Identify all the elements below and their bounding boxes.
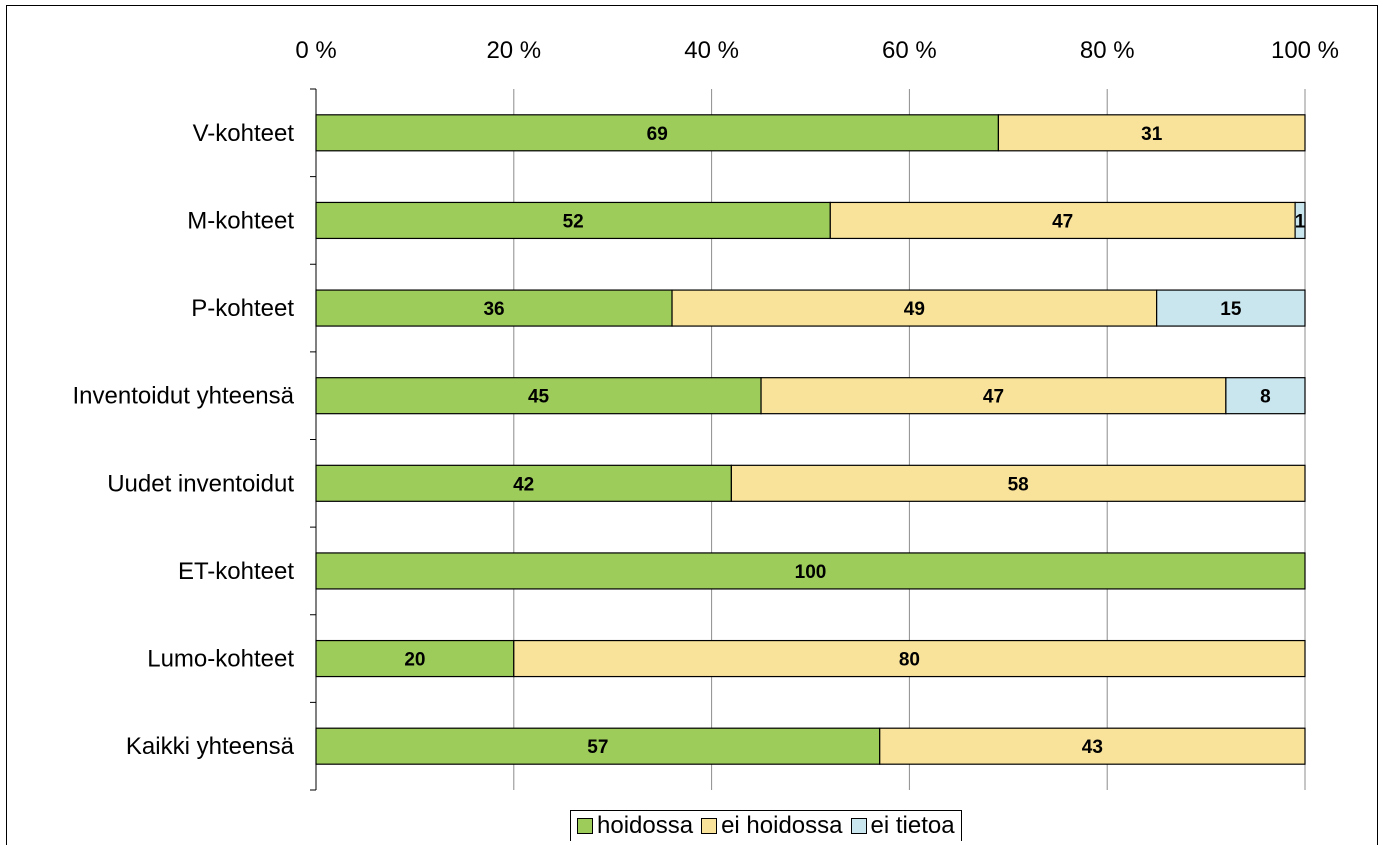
category-label: ET-kohteet [178, 558, 294, 585]
legend-item-hoidossa: hoidossa [577, 812, 693, 840]
x-tick-label: 0 % [295, 37, 336, 64]
bar-segment [315, 289, 673, 327]
bar-segment [513, 639, 1306, 678]
bar-segment [315, 639, 515, 678]
data-label: 1 [1295, 211, 1306, 232]
legend-label: ei hoidossa [721, 812, 843, 839]
bar-segment [671, 289, 1158, 327]
data-label: 42 [513, 474, 534, 495]
gridlines [310, 88, 1306, 791]
bar-segment [1294, 201, 1306, 240]
x-tick-label: 100 % [1271, 37, 1339, 64]
category-label: P-kohteet [191, 295, 294, 322]
category-label: Uudet inventoidut [107, 470, 294, 497]
data-label: 69 [647, 124, 668, 145]
legend-swatch [577, 818, 593, 834]
bar-segment [315, 552, 1306, 590]
data-labels: 69 31 52 47 1 36 49 15 45 47 8 42 58 100 20 80 57 43 [404, 124, 1305, 758]
category-label: Kaikki yhteensä [126, 733, 295, 760]
data-label: 8 [1260, 387, 1271, 408]
legend-swatch [850, 818, 867, 834]
data-label: 49 [904, 299, 925, 320]
bar-segment [1156, 289, 1306, 327]
data-label: 58 [1008, 474, 1029, 495]
data-label: 47 [1052, 211, 1073, 232]
data-label: 45 [528, 387, 550, 408]
x-tick-label: 40 % [684, 37, 739, 64]
bar-segment [315, 201, 831, 240]
legend-label: ei tietoa [870, 812, 955, 839]
data-label: 20 [404, 650, 425, 671]
category-labels: V-kohteet M-kohteet P-kohteet Inventoidut y… [73, 120, 295, 760]
category-label: M-kohteet [187, 207, 294, 234]
bar-segment [879, 727, 1306, 765]
category-label: Inventoidut yhteensä [73, 383, 295, 410]
x-tick-label: 60 % [882, 37, 937, 64]
x-tick-label: 20 % [486, 37, 541, 64]
x-axis-ticks: 0 % 20 % 40 % 60 % 80 % 100 % [295, 37, 1339, 64]
bar-segment [315, 377, 762, 415]
data-label: 52 [563, 211, 584, 232]
bar-segment [730, 464, 1306, 502]
category-label: Lumo-kohteet [147, 646, 294, 673]
data-label: 100 [795, 562, 827, 583]
bar-segment [315, 114, 1000, 152]
legend-item-ei-hoidossa: ei hoidossa [701, 812, 843, 840]
bar-segment [315, 464, 732, 502]
data-label: 57 [587, 737, 608, 758]
data-label: 31 [1141, 124, 1163, 145]
category-label: V-kohteet [193, 120, 295, 147]
bars [315, 114, 1306, 765]
data-label: 15 [1220, 299, 1242, 320]
bar-segment [1225, 377, 1306, 415]
legend-swatch [701, 818, 718, 834]
data-label: 36 [483, 299, 504, 320]
x-tick-label: 80 % [1080, 37, 1135, 64]
data-label: 80 [899, 650, 920, 671]
chart-legend: hoidossa ei hoidossa ei tietoa [570, 810, 962, 841]
data-label: 47 [983, 387, 1004, 408]
legend-item-ei-tietoa: ei tietoa [850, 812, 955, 840]
bar-segment [760, 377, 1227, 415]
bar-segment [997, 114, 1306, 152]
bar-segment [315, 727, 881, 765]
legend-label: hoidossa [597, 812, 694, 839]
data-label: 43 [1082, 737, 1103, 758]
chart-frame [6, 5, 1378, 845]
